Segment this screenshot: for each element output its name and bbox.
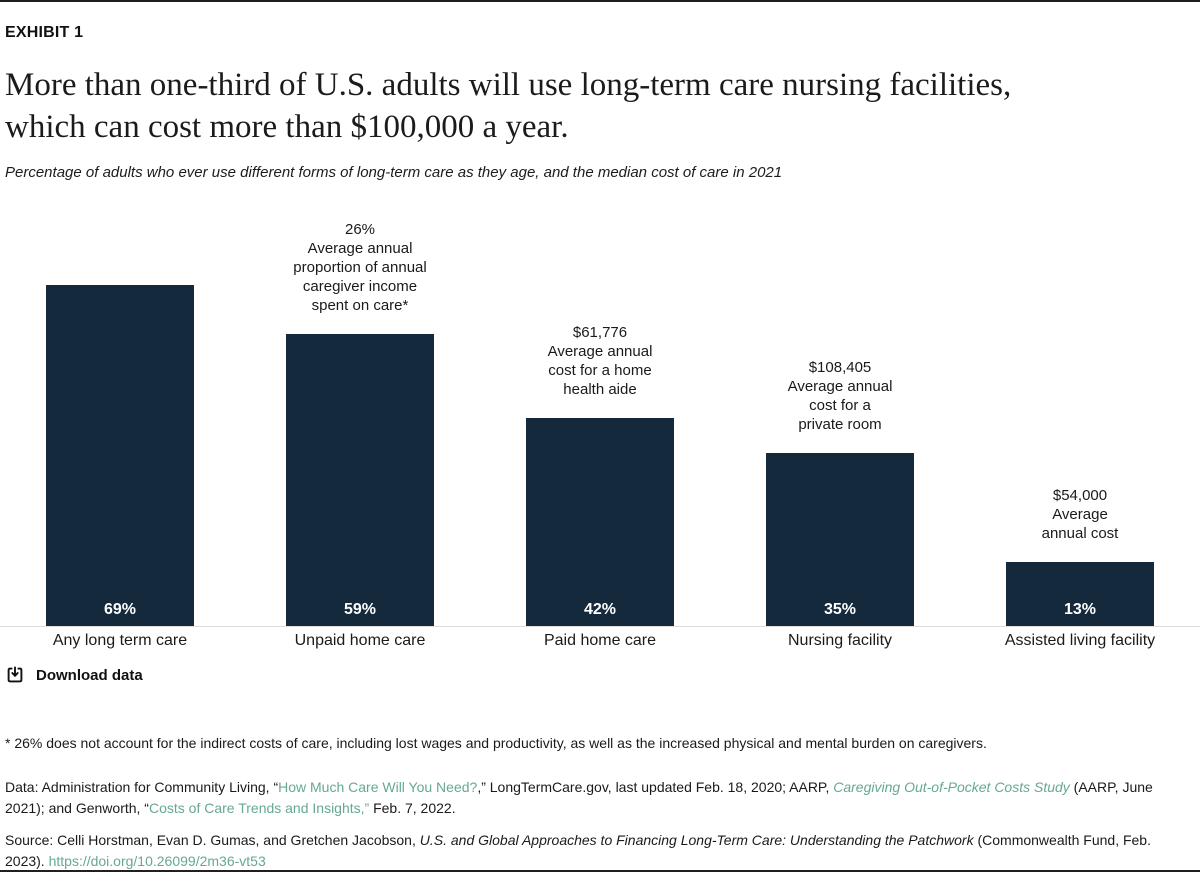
bar-annotation: $108,405 Average annual cost for a priva…	[787, 359, 893, 433]
source-note: Source: Celli Horstman, Evan D. Gumas, a…	[5, 830, 1192, 872]
chart-footnotes: * 26% does not account for the indirect …	[0, 733, 1200, 872]
bar-annotation: 26% Average annual proportion of annual …	[293, 221, 427, 314]
source-note-text: Source: Celli Horstman, Evan D. Gumas, a…	[5, 832, 420, 848]
bar-annotation: $61,776 Average annual cost for a home h…	[547, 324, 653, 398]
category-axis: Any long term care Unpaid home care Paid…	[0, 627, 1200, 650]
bar-value-label: 69%	[103, 601, 137, 618]
download-label: Download data	[36, 666, 143, 684]
chart-header: EXHIBIT 1 More than one-third of U.S. ad…	[0, 24, 1200, 181]
chart-column-nursing-facility: $108,405 Average annual cost for a priva…	[720, 207, 960, 626]
link-caregiving-costs-study[interactable]: Caregiving Out-of-Pocket Costs Study	[833, 779, 1070, 795]
data-note-text: Feb. 7, 2022.	[369, 800, 456, 816]
bar-paid-home-care: 42%	[526, 418, 674, 626]
exhibit-label: EXHIBIT 1	[5, 24, 84, 41]
link-how-much-care[interactable]: How Much Care Will You Need?	[278, 779, 478, 795]
data-note-text: (AARP, June 2021); and Genworth, “	[5, 779, 1153, 816]
link-costs-of-care-trends[interactable]: Costs of Care Trends and Insights,”	[148, 800, 370, 816]
data-note: Data: Administration for Community Livin…	[5, 777, 1192, 819]
bar-chart: 69% 26% Average annual proportion of ann…	[0, 207, 1200, 627]
download-icon	[5, 665, 25, 685]
category-label-assisted-living-facility: Assisted living facility	[1004, 632, 1156, 649]
bar-value-label: 42%	[583, 601, 617, 618]
category-label-nursing-facility: Nursing facility	[787, 632, 893, 649]
chart-column-assisted-living-facility: $54,000 Average annual cost 13%	[960, 207, 1200, 626]
link-doi[interactable]: https://doi.org/10.26099/2m36-vt53	[48, 853, 266, 869]
footnote-asterisk: * 26% does not account for the indirect …	[5, 735, 987, 751]
bar-any-long-term-care: 69%	[46, 285, 194, 626]
download-data-button[interactable]: Download data	[5, 665, 143, 685]
bar-value-label: 35%	[823, 601, 857, 618]
chart-column-any-long-term-care: 69%	[0, 207, 240, 626]
category-label-paid-home-care: Paid home care	[543, 632, 657, 649]
bar-unpaid-home-care: 59%	[286, 334, 434, 626]
category-label-unpaid-home-care: Unpaid home care	[294, 632, 426, 649]
chart-column-paid-home-care: $61,776 Average annual cost for a home h…	[480, 207, 720, 626]
bar-assisted-living-facility: 13%	[1006, 562, 1154, 626]
bar-nursing-facility: 35%	[766, 453, 914, 626]
data-note-text: Data: Administration for Community Livin…	[5, 779, 279, 795]
bar-annotation: $54,000 Average annual cost	[1041, 487, 1119, 542]
source-report-title: U.S. and Global Approaches to Financing …	[419, 832, 974, 848]
category-label-any-long-term-care: Any long term care	[52, 632, 188, 649]
bar-value-label: 59%	[343, 601, 377, 618]
source-note-text: (Commonwealth Fund, Feb. 2023).	[5, 832, 1151, 869]
data-note-text: ,” LongTermCare.gov, last updated Feb. 1…	[477, 779, 834, 795]
chart-title: More than one-third of U.S. adults will …	[5, 67, 1012, 145]
chart-subtitle: Percentage of adults who ever use differ…	[5, 164, 783, 181]
chart-column-unpaid-home-care: 26% Average annual proportion of annual …	[240, 207, 480, 626]
bar-value-label: 13%	[1063, 601, 1097, 618]
